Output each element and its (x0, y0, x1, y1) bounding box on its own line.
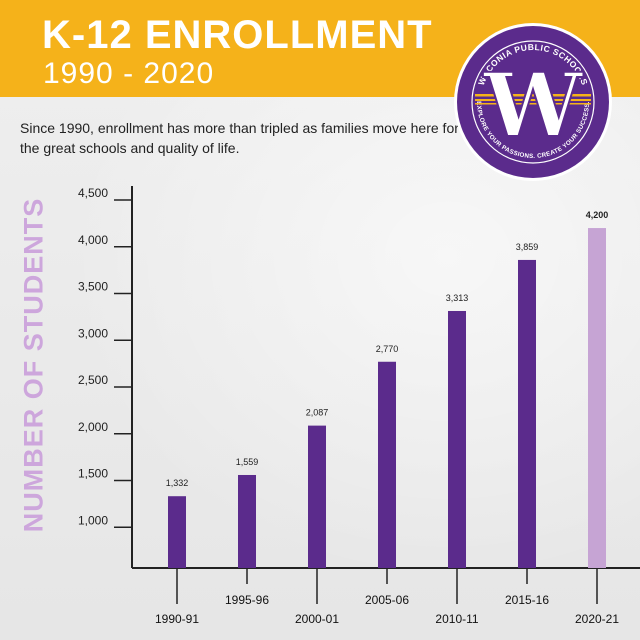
bar-value-label: 3,859 (516, 242, 539, 252)
bar-value-label: 4,200 (586, 210, 609, 220)
bar (518, 259, 536, 568)
bar-value-label: 1,332 (166, 478, 189, 488)
y-tick-label: 4,000 (78, 233, 108, 247)
y-tick-label: 1,500 (78, 467, 108, 481)
y-tick-label: 2,500 (78, 373, 108, 387)
y-axis-ticks: 1,000 1,500 2,000 2,500 3,000 3,500 4,000 4,500 (78, 186, 132, 528)
bar (588, 228, 606, 569)
x-category-label: 2010-11 (435, 612, 478, 626)
x-category-label: 2020-21 (575, 612, 619, 626)
logo-disc (457, 26, 609, 178)
y-tick-label: 3,000 (78, 326, 108, 340)
y-tick-label: 4,500 (78, 186, 108, 200)
x-category-label: 2015-16 (505, 593, 549, 607)
bars: 1,332 1,559 2,087 2,770 3,313 3,859 4,200 (166, 210, 609, 569)
page-subtitle: 1990 - 2020 (43, 57, 215, 90)
x-category-label: 1990-91 (155, 612, 199, 626)
y-tick-label: 1,000 (78, 513, 108, 527)
x-category-label: 2000-01 (295, 612, 339, 626)
logo-inner-ring (471, 40, 595, 164)
x-category-label: 1995-96 (225, 593, 269, 607)
bar (448, 310, 466, 568)
bar (238, 474, 256, 568)
bar-value-label: 2,770 (376, 344, 399, 354)
x-axis-ticks: 1990-91 1995-96 2000-01 2005-06 2010-11 2015-… (155, 568, 619, 626)
bar-value-label: 3,313 (446, 293, 469, 303)
y-tick-label: 2,000 (78, 420, 108, 434)
bar (168, 496, 186, 568)
bar-value-label: 1,559 (236, 457, 259, 467)
logo-letter: W (483, 53, 584, 157)
x-category-label: 2005-06 (365, 593, 409, 607)
intro-text: Since 1990, enrollment has more than tri… (20, 120, 459, 156)
school-logo: WACONIA PUBLIC SCHOOLS EXPLORE YOUR PASS… (454, 23, 612, 181)
page-title: K-12 ENROLLMENT (42, 13, 433, 57)
bar (308, 425, 326, 568)
y-tick-label: 3,500 (78, 280, 108, 294)
logo-stripes (475, 94, 591, 105)
bar (378, 361, 396, 568)
bar-value-label: 2,087 (306, 408, 329, 418)
